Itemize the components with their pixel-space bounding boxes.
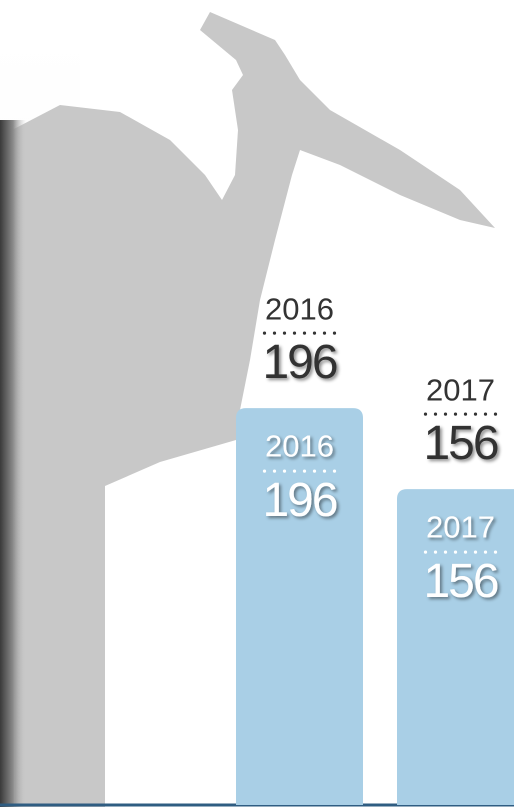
dot [272, 469, 277, 473]
value-label: 196 [262, 474, 336, 527]
dot [443, 412, 448, 416]
dot [262, 331, 267, 335]
dot [282, 469, 287, 473]
category-label: 2016 [265, 291, 334, 326]
dot [332, 331, 337, 335]
dot [453, 412, 458, 416]
dot [262, 469, 267, 473]
dot [493, 412, 498, 416]
silhouette [12, 12, 495, 807]
bar [236, 408, 363, 805]
left-edge [0, 120, 26, 807]
dot [453, 550, 458, 554]
dot [473, 550, 478, 554]
dot [292, 469, 297, 473]
bar [397, 489, 514, 805]
dot [473, 412, 478, 416]
dot [423, 412, 428, 416]
dot [433, 412, 438, 416]
dot [312, 469, 317, 473]
value-label: 196 [262, 336, 336, 389]
dot [302, 469, 307, 473]
dot [272, 331, 277, 335]
category-label: 2017 [426, 372, 495, 407]
dot [433, 550, 438, 554]
dot [332, 469, 337, 473]
dot [463, 550, 468, 554]
dot [282, 331, 287, 335]
dot [292, 331, 297, 335]
value-label: 156 [423, 555, 497, 608]
dot [483, 550, 488, 554]
category-label: 2016 [265, 428, 334, 463]
dot [483, 412, 488, 416]
category-label: 2017 [426, 509, 495, 544]
dot [423, 550, 428, 554]
dot [322, 469, 327, 473]
dot [443, 550, 448, 554]
dot [302, 331, 307, 335]
dot [312, 331, 317, 335]
dot [493, 550, 498, 554]
bars: 2016 196 2016 196 2017 156 2017 156 [236, 291, 514, 805]
dot [322, 331, 327, 335]
dot [463, 412, 468, 416]
value-label: 156 [423, 417, 497, 470]
